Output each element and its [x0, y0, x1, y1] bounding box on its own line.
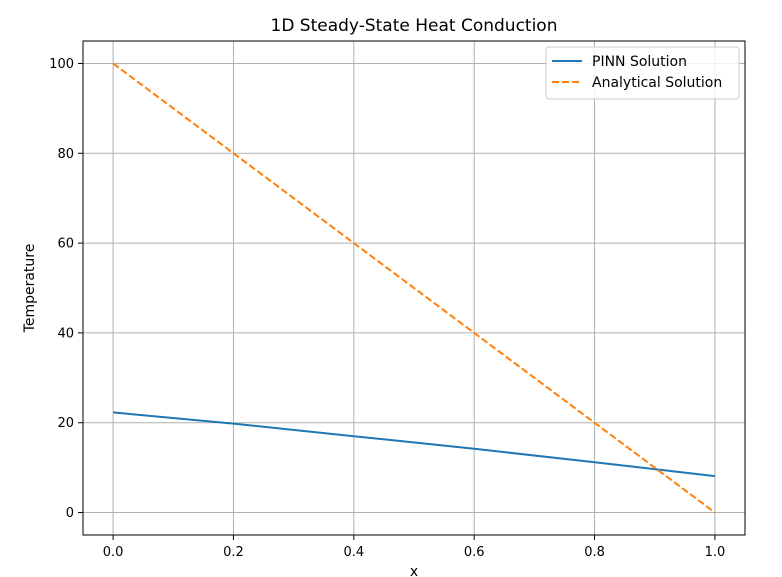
legend-label: Analytical Solution: [592, 75, 722, 91]
y-tick-label: 60: [57, 237, 74, 252]
x-tick-label: 0.2: [223, 545, 244, 560]
y-tick-label: 20: [57, 416, 74, 431]
legend: PINN Solution Analytical Solution: [545, 46, 740, 100]
plot-frame: [82, 40, 746, 536]
series-line-analytical-solution: [112, 62, 716, 514]
x-axis-label: x: [410, 564, 418, 577]
x-tick-label: 0.8: [584, 545, 605, 560]
series-line-pinn-solution: [112, 411, 716, 478]
legend-box: [545, 46, 740, 100]
y-tick-label: 80: [57, 147, 74, 162]
chart-title: 1D Steady-State Heat Conduction: [271, 16, 558, 36]
x-tick-label: 0.6: [464, 545, 485, 560]
x-ticks: 0.0 0.2 0.4 0.6 0.8 1.0: [103, 535, 726, 560]
y-axis-label: Temperature: [22, 244, 38, 334]
y-tick-label: 40: [57, 326, 74, 341]
y-tick-label: 0: [66, 506, 74, 521]
grid: [83, 41, 745, 535]
y-tick-label: 100: [49, 57, 74, 72]
x-tick-label: 1.0: [705, 545, 726, 560]
series-layer: [112, 62, 716, 514]
legend-label: PINN Solution: [592, 54, 687, 70]
x-tick-label: 0.0: [103, 545, 124, 560]
x-tick-label: 0.4: [343, 545, 364, 560]
y-ticks: 0 20 40 60 80 100: [49, 57, 83, 521]
